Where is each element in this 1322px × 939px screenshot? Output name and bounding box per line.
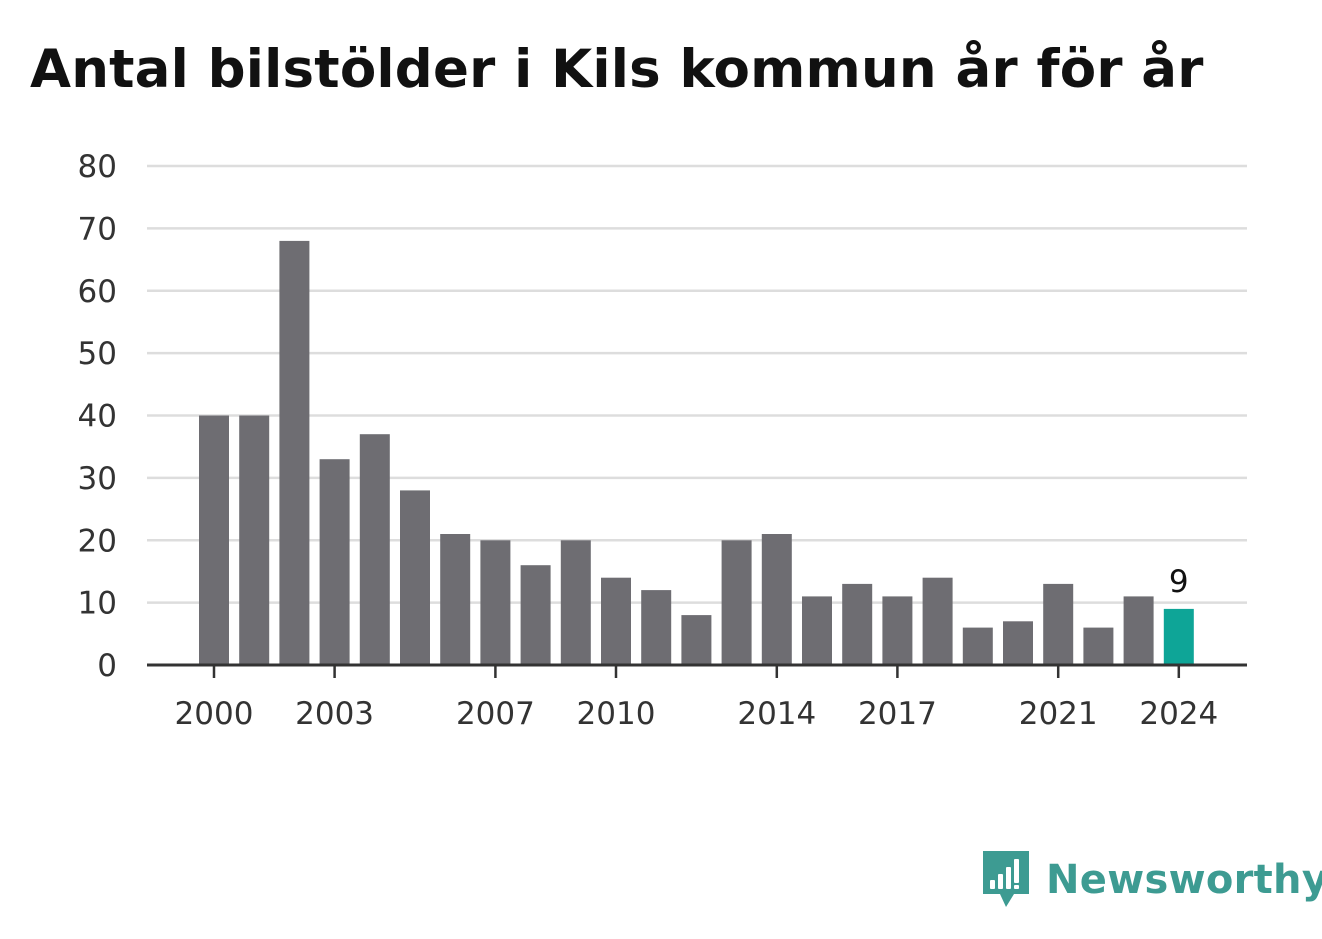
x-tick-label: 2021 — [1019, 696, 1098, 732]
bar-2007 — [480, 540, 511, 666]
bar-2021 — [1043, 583, 1074, 665]
bar-2011 — [641, 590, 672, 665]
data-labels: 9 — [1169, 564, 1189, 600]
bar-2016 — [842, 583, 873, 665]
bar-2010 — [601, 577, 631, 665]
y-tick-label: 70 — [78, 211, 117, 247]
y-tick-label: 0 — [97, 648, 117, 684]
bar-2006 — [440, 534, 471, 665]
bar-2024 — [1163, 608, 1194, 665]
y-tick-label: 30 — [78, 461, 117, 497]
bar-2008 — [520, 565, 551, 665]
brand-name: Newsworthy — [1046, 857, 1322, 903]
bar-2001 — [239, 415, 270, 665]
bar-2002 — [279, 240, 310, 665]
newsworthy-logo-icon — [983, 851, 1029, 907]
y-tick-label: 60 — [78, 274, 117, 310]
bar-2013 — [721, 540, 752, 666]
bars — [199, 240, 1194, 666]
x-tick-label: 2003 — [295, 696, 374, 732]
bar-2003 — [319, 459, 350, 665]
y-tick-label: 20 — [78, 523, 117, 559]
y-tick-label: 50 — [78, 336, 117, 372]
x-tick-label: 2017 — [858, 696, 937, 732]
bar-2004 — [359, 434, 390, 665]
y-tick-label: 40 — [78, 399, 117, 435]
y-tick-label: 80 — [78, 149, 117, 185]
bar-2023 — [1123, 596, 1154, 665]
newsworthy-brand: Newsworthy — [980, 848, 1322, 912]
bar-2018 — [922, 577, 953, 665]
x-tick-label: 2010 — [577, 696, 656, 732]
chart-title: Antal bilstölder i Kils kommun år för år — [30, 39, 1204, 100]
data-label-2024: 9 — [1169, 564, 1189, 600]
gridlines — [147, 164, 1247, 604]
x-tick-label: 2014 — [737, 696, 816, 732]
bar-2015 — [802, 596, 832, 665]
bar-2022 — [1083, 627, 1114, 665]
x-tick-label: 2024 — [1139, 696, 1218, 732]
x-tick-label: 2000 — [175, 696, 254, 732]
bar-2005 — [400, 490, 430, 665]
bar-2012 — [681, 615, 712, 665]
x-tick-label: 2007 — [456, 696, 535, 732]
bar-2009 — [560, 540, 591, 666]
y-tick-label: 10 — [78, 586, 117, 622]
bar-2017 — [882, 596, 913, 665]
bar-2020 — [1003, 621, 1033, 665]
bar-2014 — [761, 534, 792, 665]
bar-2019 — [962, 627, 993, 665]
x-axis-ticks: 2000 2003 2007 2010 2014 2017 2021 2024 — [175, 665, 1218, 732]
bar-2000 — [199, 415, 229, 665]
y-axis-ticks: 0 10 20 30 40 50 60 70 80 — [78, 149, 117, 684]
